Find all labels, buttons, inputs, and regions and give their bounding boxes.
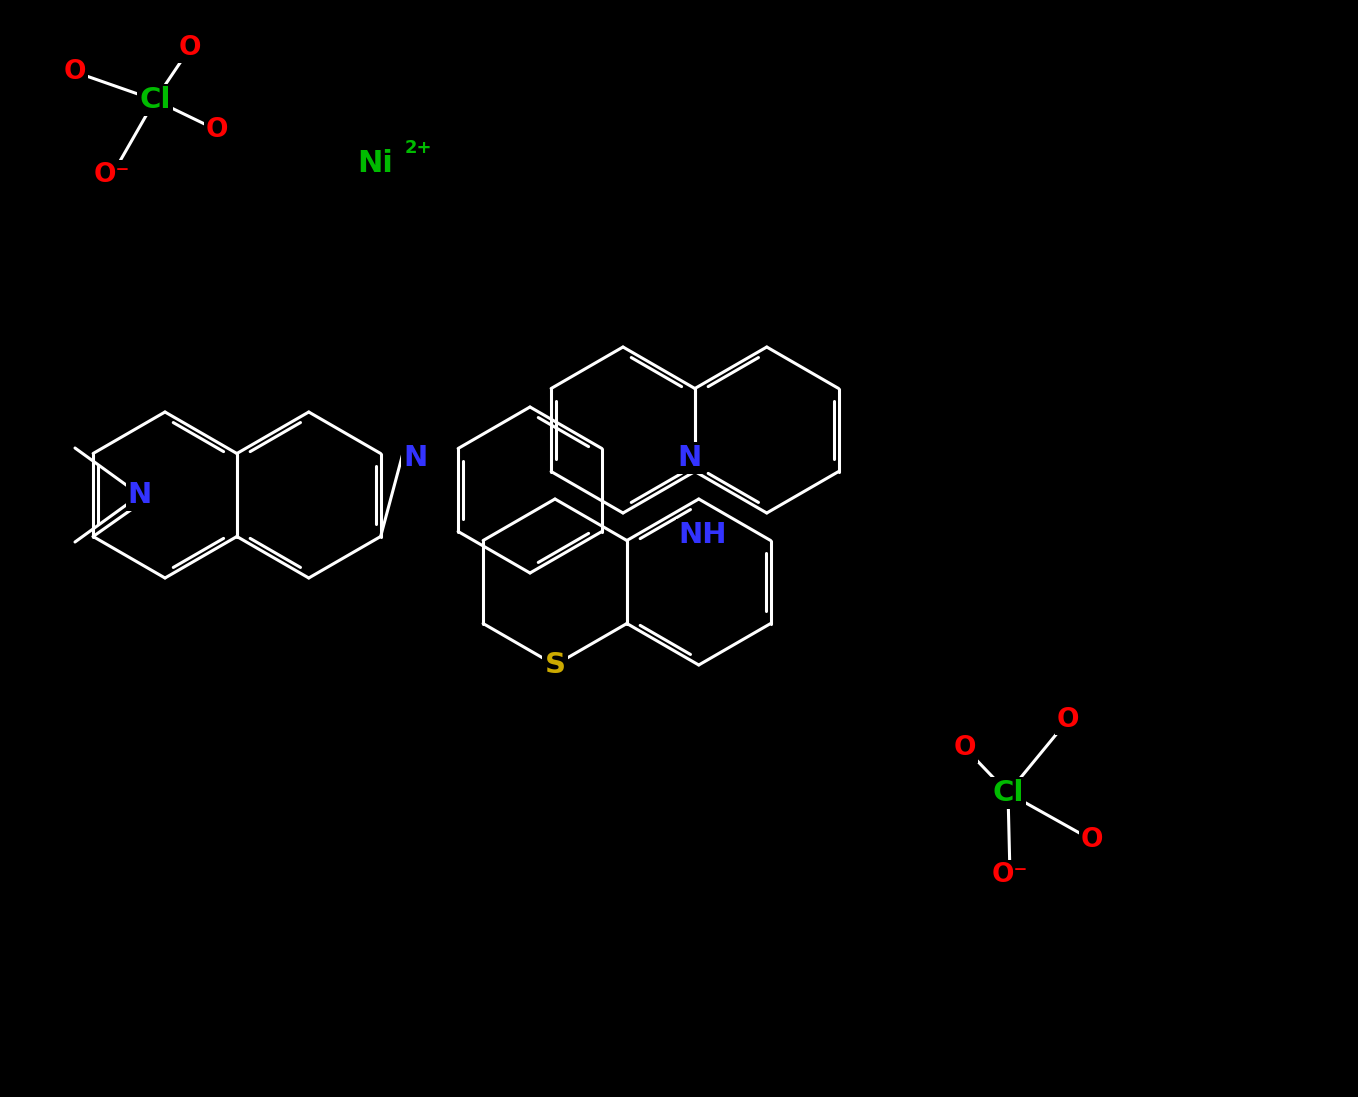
- Text: O⁻: O⁻: [94, 162, 130, 188]
- Text: NH: NH: [679, 521, 728, 548]
- Text: O: O: [1081, 827, 1103, 853]
- Text: N: N: [678, 444, 702, 472]
- Text: O: O: [1057, 706, 1080, 733]
- Text: O: O: [206, 117, 228, 143]
- Text: Ni: Ni: [357, 148, 392, 178]
- Text: Cl: Cl: [140, 86, 171, 114]
- Text: N: N: [128, 480, 152, 509]
- Text: O: O: [64, 59, 87, 84]
- Text: N: N: [403, 444, 428, 472]
- Text: O⁻: O⁻: [991, 862, 1028, 887]
- Text: Cl: Cl: [993, 779, 1024, 807]
- Text: O: O: [953, 735, 976, 761]
- Text: 2+: 2+: [405, 139, 432, 157]
- Text: S: S: [545, 651, 565, 679]
- Text: O: O: [179, 35, 201, 61]
